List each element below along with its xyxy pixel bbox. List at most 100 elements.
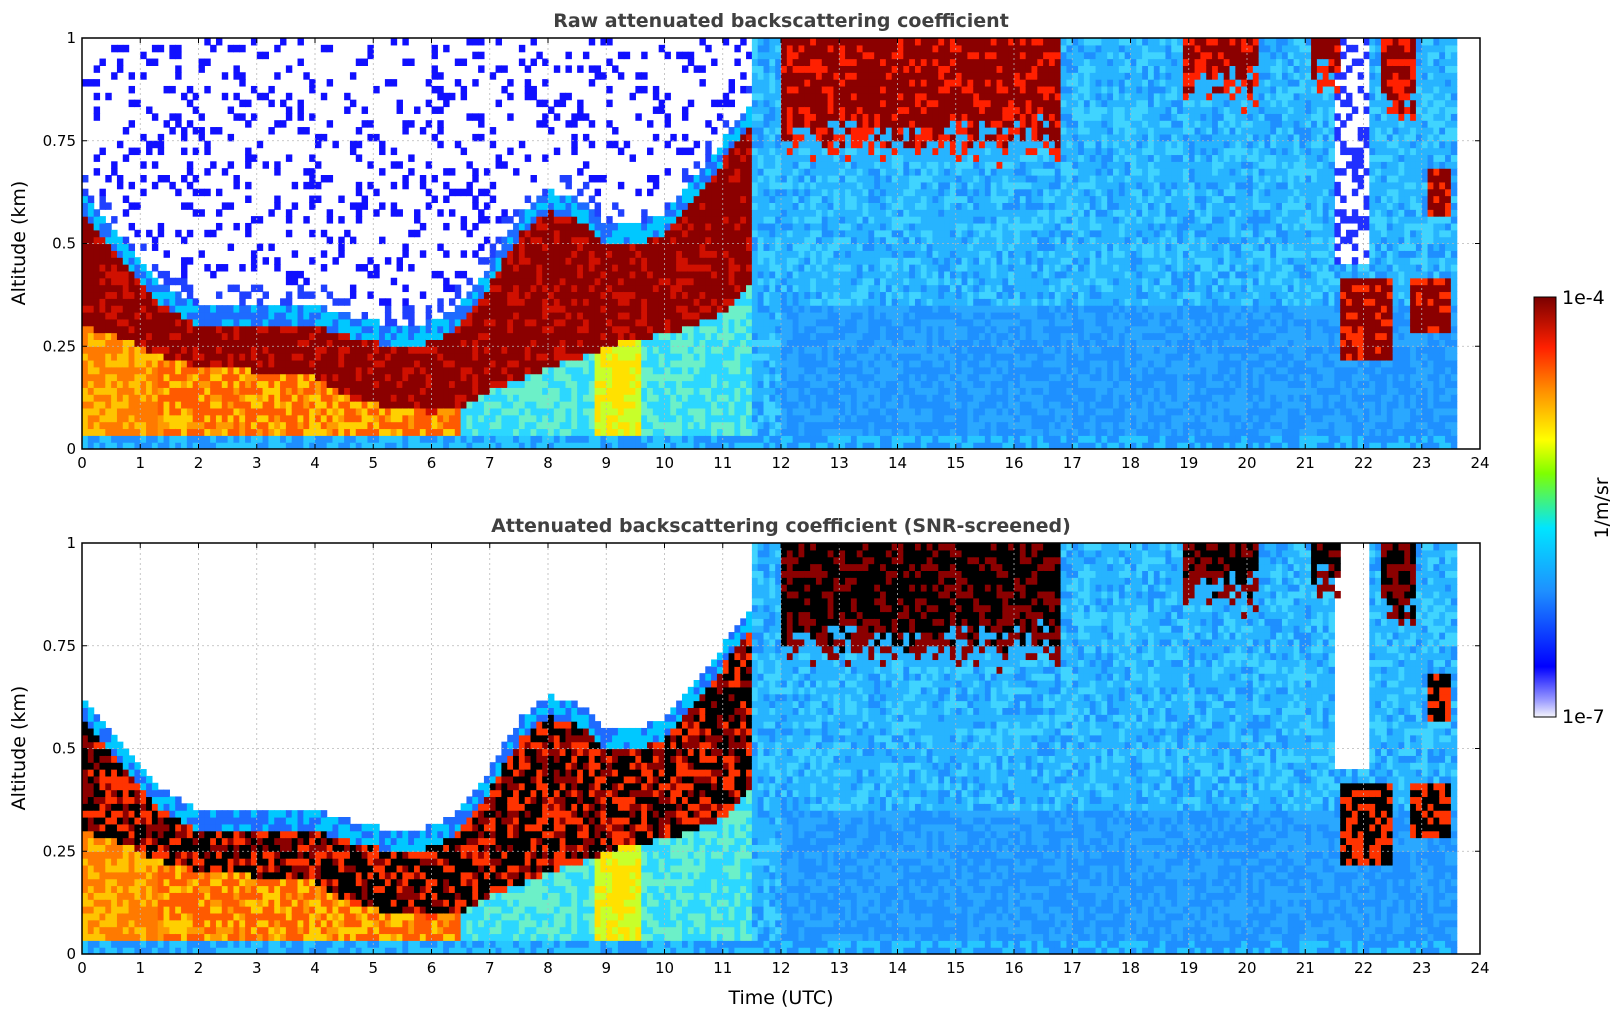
heat-cell (507, 325, 514, 334)
heat-cell (99, 380, 106, 388)
heat-cell (93, 339, 101, 347)
heat-cell (734, 401, 741, 409)
heat-cell (577, 407, 584, 416)
heat-cell (571, 264, 578, 272)
heat-cell (751, 421, 759, 430)
heat-cell (641, 216, 648, 224)
heat-cell (722, 195, 730, 203)
heat-cell (746, 353, 753, 361)
heat-cell (815, 51, 823, 60)
heat-cell (373, 318, 380, 327)
heat-cell (740, 387, 747, 395)
heat-cell (751, 209, 759, 217)
heat-cell (384, 325, 392, 334)
heat-cell (629, 257, 636, 265)
heat-cell (169, 428, 176, 436)
heat-cell (227, 202, 235, 210)
heat-cell (355, 140, 363, 149)
heat-cell (122, 387, 130, 395)
heat-cell (728, 421, 735, 430)
heat-cell (612, 127, 619, 135)
heat-cell (571, 428, 578, 436)
heat-cell (245, 435, 252, 443)
heat-cell (105, 270, 112, 279)
heat-cell (478, 38, 485, 46)
heat-cell (518, 325, 526, 334)
heat-cell (606, 85, 613, 94)
heat-cell (250, 305, 258, 313)
heat-cell (553, 209, 561, 217)
heat-cell (548, 359, 555, 368)
heat-cell (466, 312, 473, 320)
heat-cell (588, 435, 596, 443)
heat-cell (227, 428, 235, 436)
heat-cell (478, 387, 485, 395)
heat-cell (734, 236, 741, 245)
heat-cell (122, 325, 130, 334)
heat-cell (513, 401, 520, 409)
heat-cell (670, 346, 677, 354)
heat-cell (198, 414, 205, 423)
heat-cell (215, 407, 223, 416)
heat-cell (705, 284, 712, 293)
heat-cell (553, 222, 561, 231)
heat-cell (437, 373, 444, 382)
heat-cell (594, 175, 602, 183)
heat-cell (786, 339, 794, 347)
heat-cell (233, 414, 240, 423)
heat-cell (437, 120, 444, 128)
heat-cell (664, 257, 671, 265)
heat-cell (186, 394, 194, 402)
heat-cell (390, 79, 398, 87)
heat-cell (303, 421, 310, 430)
heat-cell (518, 359, 526, 368)
heat-cell (798, 72, 805, 80)
heat-cell (577, 216, 584, 224)
heat-cell (507, 435, 514, 443)
heat-cell (530, 305, 537, 313)
heat-cell (728, 373, 735, 382)
heat-cell (728, 236, 735, 245)
heat-cell (833, 72, 840, 80)
heat-cell (792, 99, 800, 108)
heat-cell (489, 140, 497, 149)
heat-cell (507, 284, 514, 293)
heat-cell (326, 435, 334, 443)
heat-cell (87, 284, 95, 293)
heat-cell (408, 428, 415, 436)
heat-cell (157, 435, 165, 443)
heat-cell (116, 332, 124, 340)
heat-cell (757, 181, 765, 190)
heat-cell (349, 366, 357, 375)
heat-cell (408, 387, 415, 395)
heat-cell (536, 325, 543, 334)
heat-cell (443, 325, 450, 334)
heat-cell (448, 353, 456, 361)
heat-cell (518, 442, 526, 449)
heat-cell (466, 442, 473, 449)
heat-cell (821, 44, 829, 53)
heat-cell (548, 264, 555, 272)
heat-cell (821, 435, 829, 443)
heat-cell (536, 318, 543, 327)
heat-cell (676, 435, 683, 443)
heat-cell (775, 243, 782, 251)
heat-cell (786, 209, 794, 217)
heat-cell (763, 373, 770, 382)
heat-cell (833, 133, 840, 142)
heat-cell (845, 305, 852, 313)
heat-cell (722, 257, 730, 265)
heat-cell (489, 195, 497, 203)
heat-cell (577, 250, 584, 258)
heat-cell (711, 353, 718, 361)
heat-cell (390, 318, 398, 327)
heat-cell (664, 353, 671, 361)
heat-cell (781, 325, 788, 334)
heat-cell (146, 277, 153, 286)
heat-cell (629, 366, 636, 375)
heat-cell (419, 442, 427, 449)
heat-cell (233, 92, 240, 101)
heat-cell (151, 181, 159, 190)
heat-cell (687, 339, 695, 347)
heat-cell (530, 414, 537, 423)
